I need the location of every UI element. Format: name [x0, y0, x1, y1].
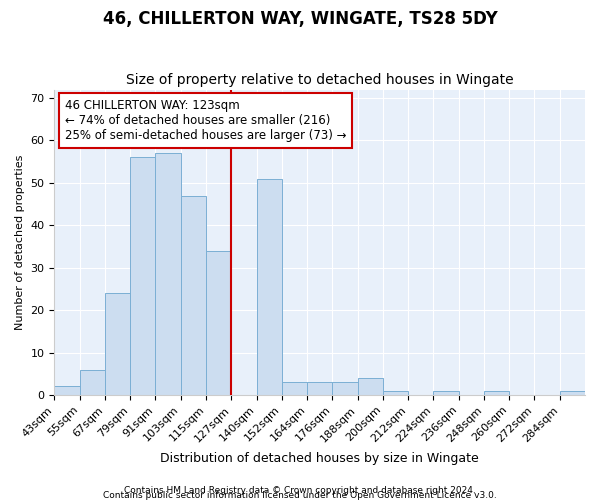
Bar — [80, 370, 105, 395]
Bar — [181, 196, 206, 395]
Bar — [105, 293, 130, 395]
Bar — [282, 382, 307, 395]
X-axis label: Distribution of detached houses by size in Wingate: Distribution of detached houses by size … — [160, 452, 479, 465]
Bar — [484, 390, 509, 395]
Bar — [383, 390, 408, 395]
Y-axis label: Number of detached properties: Number of detached properties — [15, 154, 25, 330]
Bar — [307, 382, 332, 395]
Bar — [433, 390, 458, 395]
Title: Size of property relative to detached houses in Wingate: Size of property relative to detached ho… — [126, 73, 514, 87]
Text: 46 CHILLERTON WAY: 123sqm
← 74% of detached houses are smaller (216)
25% of semi: 46 CHILLERTON WAY: 123sqm ← 74% of detac… — [65, 98, 347, 142]
Bar — [560, 390, 585, 395]
Text: Contains HM Land Registry data © Crown copyright and database right 2024.: Contains HM Land Registry data © Crown c… — [124, 486, 476, 495]
Bar — [155, 153, 181, 395]
Bar — [206, 250, 231, 395]
Bar — [332, 382, 358, 395]
Bar — [358, 378, 383, 395]
Bar — [130, 158, 155, 395]
Text: Contains public sector information licensed under the Open Government Licence v3: Contains public sector information licen… — [103, 491, 497, 500]
Text: 46, CHILLERTON WAY, WINGATE, TS28 5DY: 46, CHILLERTON WAY, WINGATE, TS28 5DY — [103, 10, 497, 28]
Bar — [55, 386, 80, 395]
Bar — [257, 178, 282, 395]
